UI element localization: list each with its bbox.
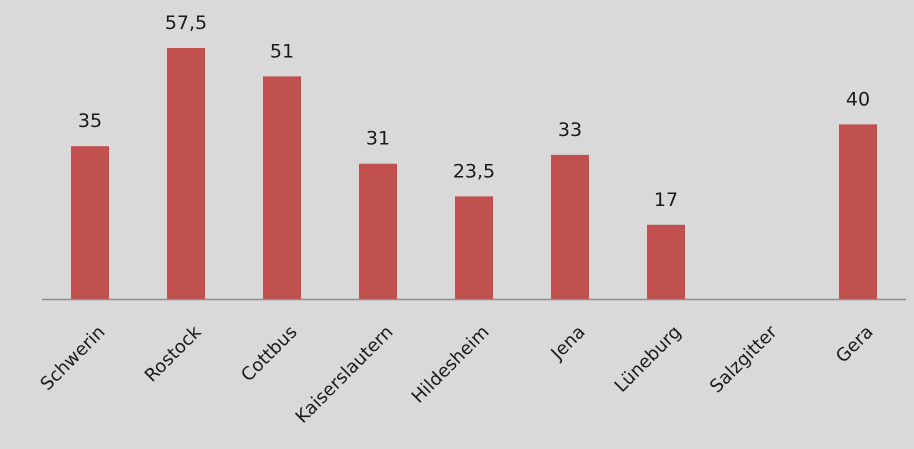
x-tick-label-cottbus: Cottbus (237, 322, 301, 386)
x-tick-label-l-neburg: Lüneburg (611, 322, 686, 397)
bar-gera (839, 124, 877, 300)
data-label-kaiserslautern: 31 (366, 128, 390, 150)
data-label-cottbus: 51 (270, 40, 294, 62)
data-labels-group: 35 57,5 51 31 23,5 33 17 40 (78, 12, 870, 211)
bar-cottbus (263, 76, 301, 300)
bar-hildesheim (455, 196, 493, 299)
data-label-hildesheim: 23,5 (453, 160, 495, 182)
bars-group (71, 48, 877, 300)
x-tick-label-kaiserslautern: Kaiserslautern (292, 322, 398, 428)
x-tick-label-hildesheim: Hildesheim (408, 322, 494, 408)
bar-l-neburg (647, 224, 685, 299)
x-tick-label-salzgitter: Salzgitter (706, 321, 782, 397)
data-label-jena: 33 (558, 119, 582, 141)
bar-rostock (167, 48, 205, 299)
bar-schwerin (71, 146, 109, 299)
x-tick-label-gera: Gera (832, 322, 878, 368)
bar-jena (551, 154, 589, 299)
data-label-gera: 40 (846, 88, 870, 110)
data-label-rostock: 57,5 (165, 12, 207, 34)
x-tick-label-schwerin: Schwerin (36, 322, 109, 395)
bar-kaiserslautern (359, 163, 397, 299)
x-tick-label-rostock: Rostock (141, 321, 206, 386)
x-tick-label-jena: Jena (547, 322, 590, 365)
data-label-l-neburg: 17 (654, 189, 678, 211)
data-label-schwerin: 35 (78, 110, 102, 132)
